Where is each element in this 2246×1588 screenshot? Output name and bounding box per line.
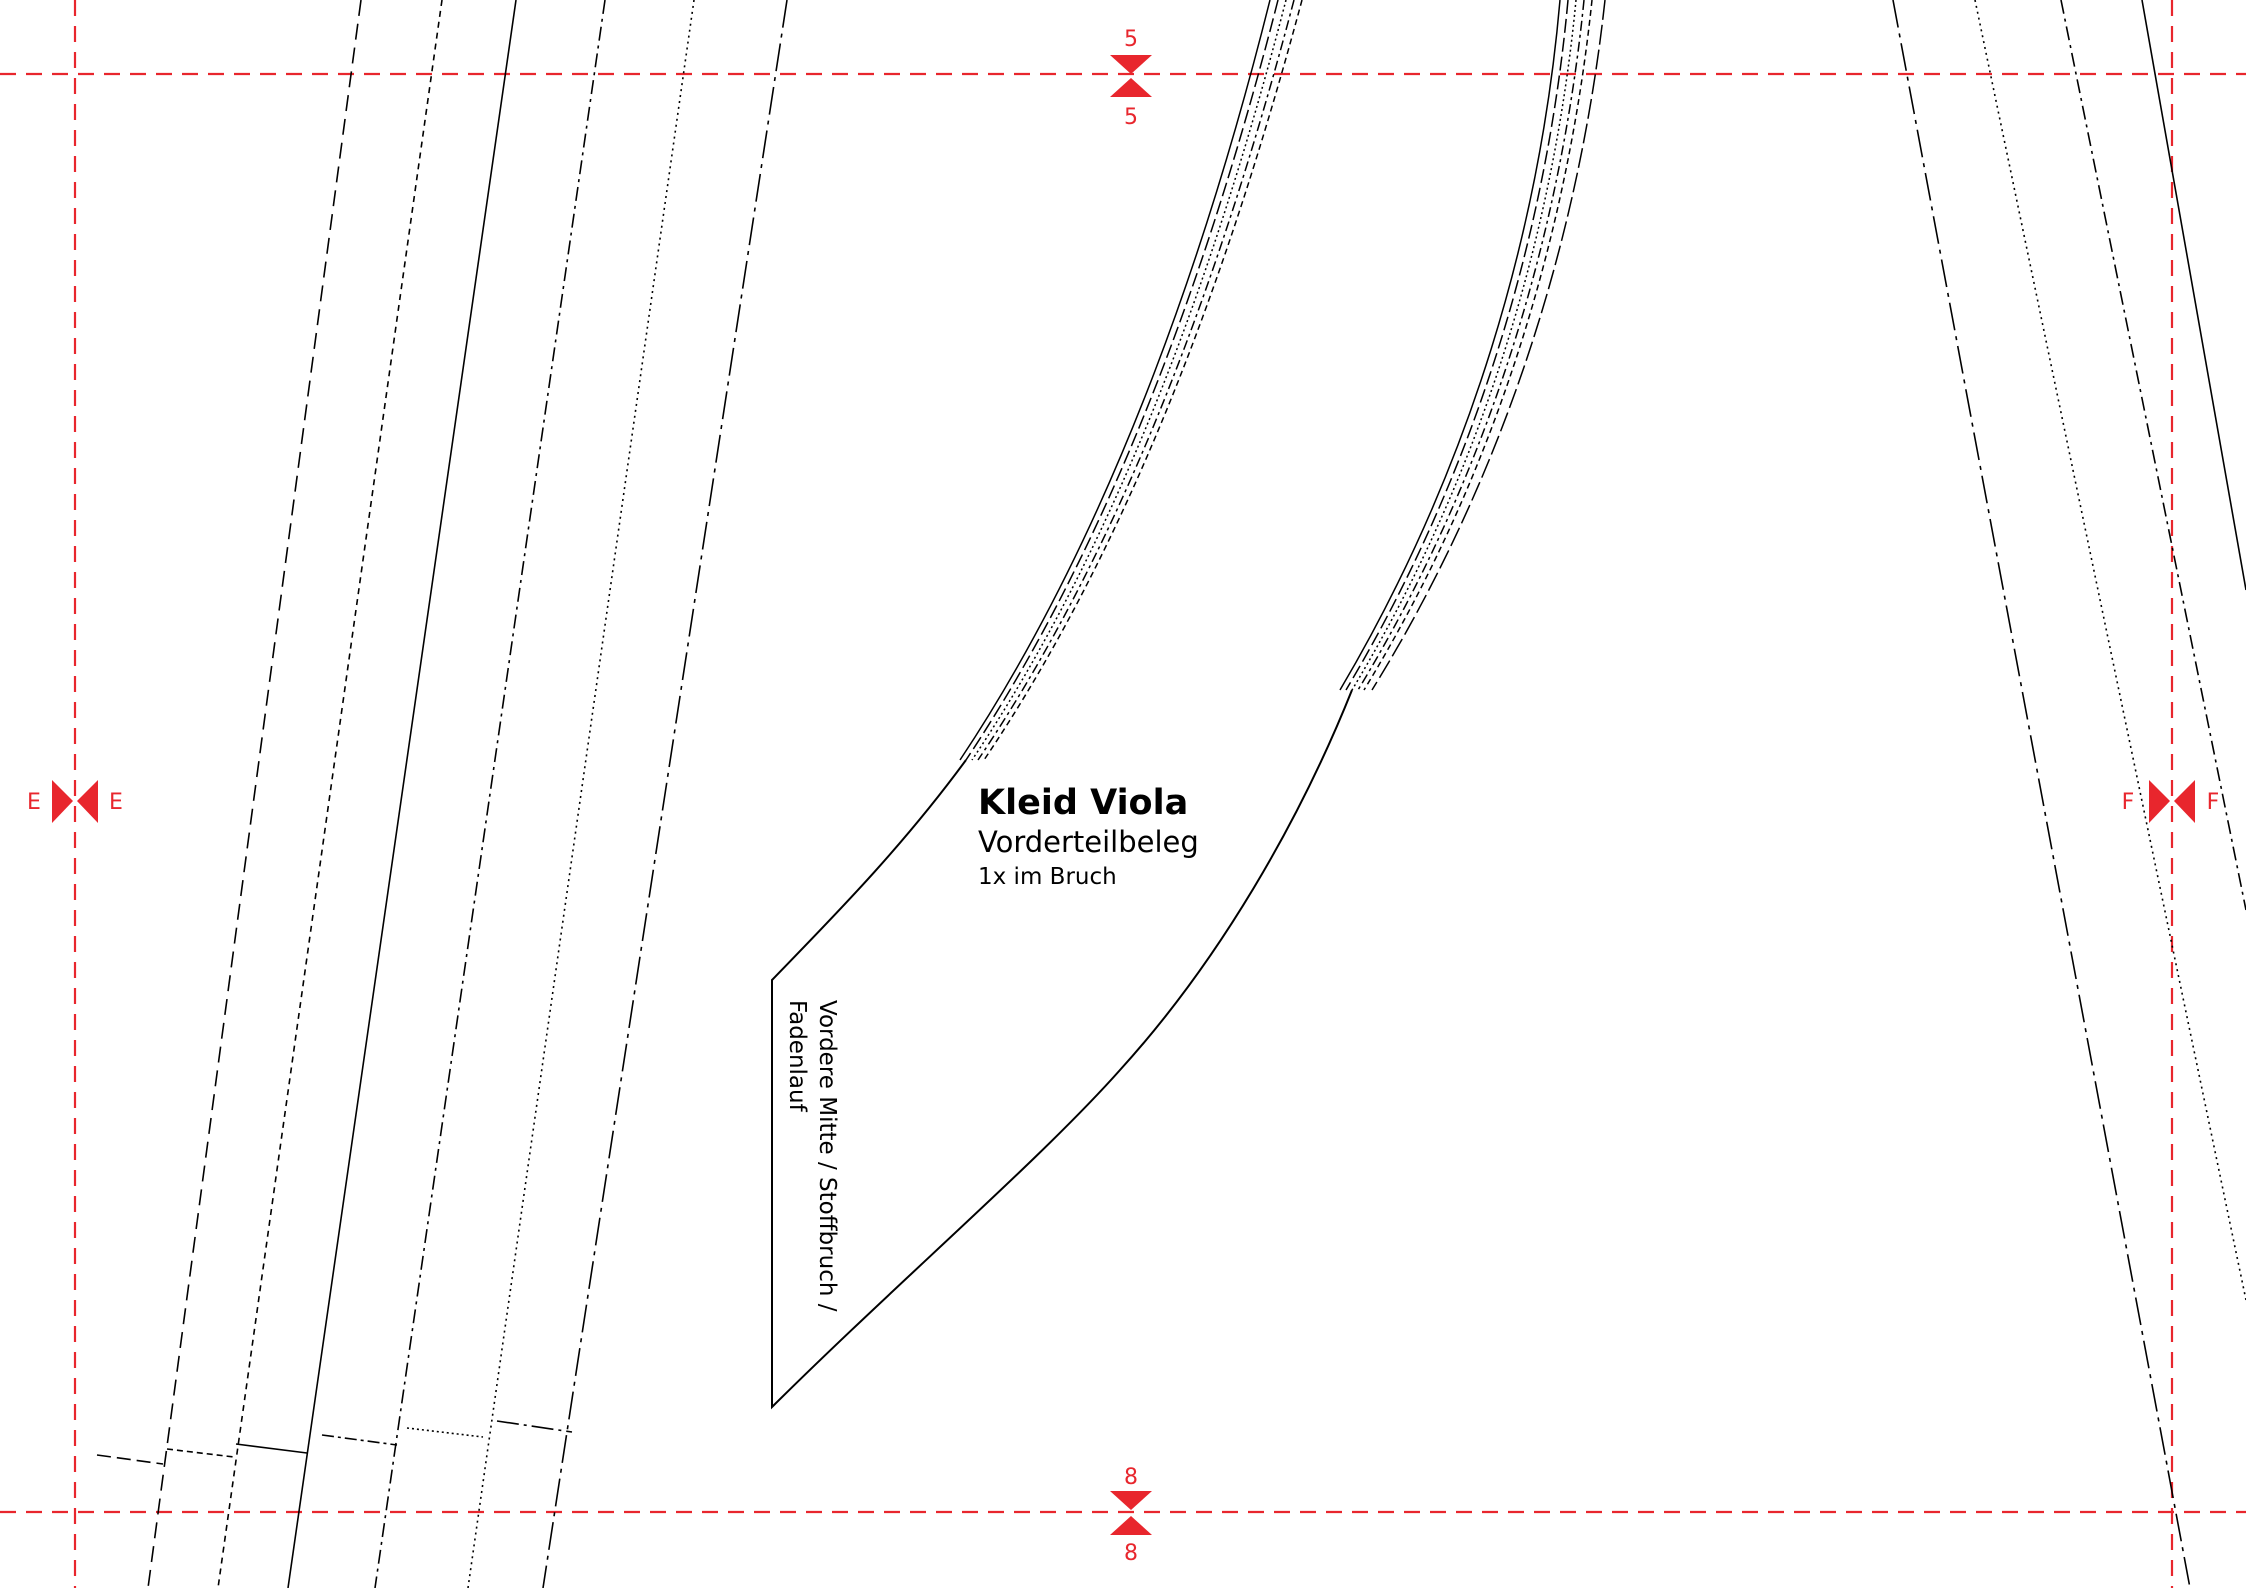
curve-line: [1345, 0, 1569, 691]
size-line-dotted: [1974, 0, 2246, 1301]
triangle-right-icon: [2149, 780, 2170, 823]
curve-line: [983, 0, 1303, 761]
facing-piece-outline: [771, 689, 1353, 1410]
triangle-down-icon: [1110, 55, 1152, 74]
hem-segment: [496, 1420, 573, 1433]
alignment-mark-left: E E: [27, 780, 123, 823]
curve-line: [959, 0, 1271, 761]
size-line-dotted-dashed: [217, 0, 443, 1588]
grainline-text-1: Vordere Mitte / Stoffbruch /: [814, 1000, 840, 1312]
triangle-left-icon: [2174, 780, 2195, 823]
mark-bottom-above: 8: [1124, 1465, 1138, 1490]
triangle-left-icon: [77, 780, 98, 823]
curve-line: [971, 0, 1287, 761]
curve-line: [1363, 0, 1593, 691]
size-line-dashdot: [374, 0, 606, 1588]
triangle-right-icon: [52, 780, 73, 823]
triangle-up-icon: [1110, 78, 1152, 97]
triangle-up-icon: [1110, 1516, 1152, 1535]
mark-left-right: E: [109, 790, 123, 815]
pattern-subtitle: Vorderteilbeleg: [978, 825, 1199, 859]
mark-top-below: 5: [1124, 105, 1138, 130]
size-line-longdash: [542, 0, 788, 1588]
curve-line: [1357, 0, 1585, 691]
curve-line: [965, 0, 1279, 761]
right-size-lines: [1892, 0, 2246, 1588]
upper-curves: [959, 0, 1606, 761]
size-line-solid: [287, 0, 517, 1588]
hem-segment: [235, 1443, 308, 1454]
hem-segment: [166, 1448, 235, 1458]
size-line-dotted: [467, 0, 695, 1588]
curve-line: [1371, 0, 1606, 691]
hem-segment: [321, 1434, 398, 1446]
mark-right-left: F: [2122, 790, 2135, 815]
mark-right-right: F: [2207, 790, 2220, 815]
grainline-text-2: Fadenlauf: [784, 1000, 810, 1113]
hem-segment: [96, 1454, 164, 1465]
triangle-down-icon: [1110, 1491, 1152, 1510]
curve-line: [1339, 0, 1561, 691]
pattern-title: Kleid Viola: [978, 783, 1188, 823]
curve-line: [1351, 0, 1577, 691]
grainline-label: Vordere Mitte / Stoffbruch /Fadenlauf: [784, 1000, 840, 1312]
curve-line: [977, 0, 1295, 761]
size-line-longdash: [1892, 0, 2191, 1588]
mark-top-above: 5: [1124, 27, 1138, 52]
size-line-dashed: [147, 0, 362, 1588]
cut-note: 1x im Bruch: [978, 864, 1117, 890]
hem-segment: [406, 1427, 484, 1438]
left-size-lines: [96, 0, 788, 1588]
mark-bottom-below: 8: [1124, 1541, 1138, 1566]
size-line-dashdot: [2060, 0, 2246, 911]
size-line-solid: [2141, 0, 2246, 591]
mark-left-left: E: [27, 790, 41, 815]
pattern-label: Kleid Viola Vorderteilbeleg 1x im Bruch: [978, 783, 1199, 890]
alignment-mark-right: F F: [2122, 780, 2220, 823]
alignment-mark-bottom: 8 8: [1110, 1465, 1152, 1566]
alignment-mark-top: 5 5: [1110, 27, 1152, 130]
